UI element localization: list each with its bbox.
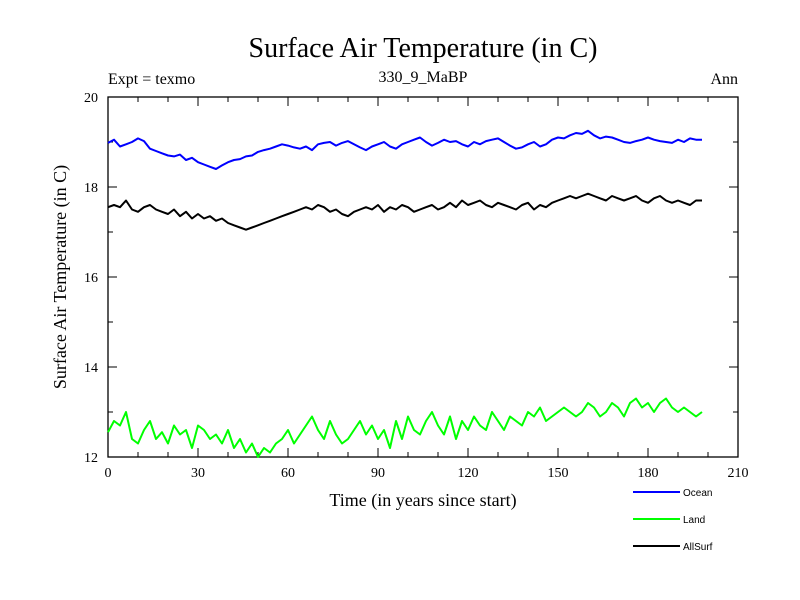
x-tick-label: 180 (638, 466, 659, 481)
x-tick-label: 90 (371, 466, 385, 481)
legend-label-allsurf: AllSurf (683, 542, 713, 553)
y-tick-label: 20 (84, 91, 98, 106)
y-tick-label: 14 (84, 361, 98, 376)
x-tick-label: 0 (105, 466, 112, 481)
y-tick-label: 16 (84, 271, 98, 286)
x-tick-label: 210 (728, 466, 749, 481)
x-axis-label: Time (in years since start) (329, 490, 516, 511)
run-label: 330_9_MaBP (379, 69, 468, 86)
series-line-ocean (107, 129, 702, 170)
plot-frame (107, 96, 739, 458)
x-tick-label: 150 (548, 466, 569, 481)
x-tick-label: 30 (191, 466, 205, 481)
x-tick-label: 120 (458, 466, 479, 481)
y-tick-label: 12 (84, 451, 98, 466)
x-tick-label: 60 (281, 466, 295, 481)
series-lines (107, 129, 703, 458)
legend-label-land: Land (683, 515, 705, 526)
chart-title: Surface Air Temperature (in C) (249, 33, 598, 64)
series-line-allsurf (107, 192, 702, 231)
y-ticks: 12 14 16 18 20 (84, 91, 738, 466)
y-axis-label: Surface Air Temperature (in C) (50, 165, 71, 389)
y-tick-label: 18 (84, 181, 98, 196)
period-label: Ann (710, 71, 738, 88)
series-line-land (107, 397, 703, 458)
experiment-label: Expt = texmo (108, 71, 195, 88)
legend: Ocean Land AllSurf (633, 488, 713, 553)
x-ticks: 0 30 60 90 120 150 180 210 (105, 97, 749, 481)
legend-label-ocean: Ocean (683, 488, 712, 499)
